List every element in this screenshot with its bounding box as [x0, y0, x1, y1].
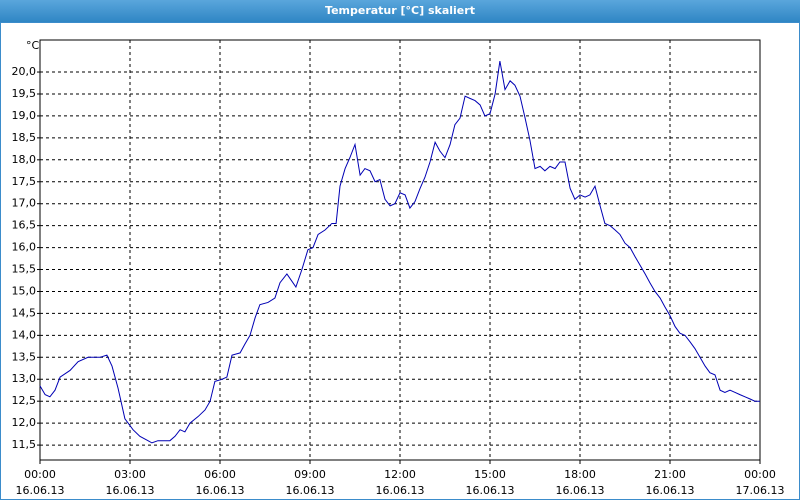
x-tick-label: 15:00 — [474, 468, 506, 481]
x-tick-label: 03:00 — [114, 468, 146, 481]
y-tick-label: 15,5 — [12, 263, 37, 276]
x-tick-date: 16.06.13 — [196, 484, 245, 497]
y-tick-label: 13,5 — [12, 350, 37, 363]
x-tick-label: 00:00 — [744, 468, 776, 481]
chart-title: Temperatur [°C] skaliert — [325, 4, 475, 17]
y-tick-label: 16,5 — [12, 219, 37, 232]
y-tick-label: 16,0 — [12, 241, 37, 254]
y-tick-label: 18,0 — [12, 153, 37, 166]
y-tick-label: 19,0 — [12, 109, 37, 122]
y-tick-label: 12,5 — [12, 394, 37, 407]
x-tick-label: 21:00 — [654, 468, 686, 481]
y-tick-label: 14,5 — [12, 306, 37, 319]
x-tick-label: 18:00 — [564, 468, 596, 481]
x-tick-label: 09:00 — [294, 468, 326, 481]
y-tick-label: 17,0 — [12, 197, 37, 210]
x-tick-date: 17.06.13 — [736, 484, 785, 497]
y-tick-label: 19,5 — [12, 87, 37, 100]
y-tick-label: 13,0 — [12, 372, 37, 385]
x-tick-label: 06:00 — [204, 468, 236, 481]
title-bar — [0, 0, 800, 22]
x-tick-date: 16.06.13 — [16, 484, 65, 497]
x-tick-date: 16.06.13 — [466, 484, 515, 497]
x-tick-label: 00:00 — [24, 468, 56, 481]
x-tick-date: 16.06.13 — [376, 484, 425, 497]
y-tick-label: 15,0 — [12, 284, 37, 297]
x-tick-date: 16.06.13 — [286, 484, 335, 497]
x-tick-date: 16.06.13 — [646, 484, 695, 497]
y-tick-label: 18,5 — [12, 131, 37, 144]
y-tick-label: 11,5 — [12, 438, 37, 451]
temperature-line — [39, 60, 760, 444]
x-tick-label: 12:00 — [384, 468, 416, 481]
x-tick-date: 16.06.13 — [556, 484, 605, 497]
y-axis-unit: °C — [26, 39, 40, 52]
y-tick-label: 14,0 — [12, 328, 37, 341]
y-tick-label: 17,5 — [12, 175, 37, 188]
y-tick-label: 20,0 — [12, 65, 37, 78]
y-tick-label: 12,0 — [12, 416, 37, 429]
x-tick-date: 16.06.13 — [106, 484, 155, 497]
